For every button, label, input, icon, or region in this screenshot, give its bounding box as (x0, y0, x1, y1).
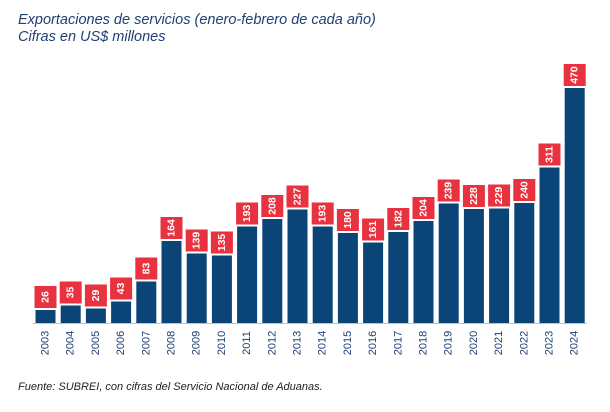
x-tick-label-2009: 2009 (191, 331, 203, 355)
data-label-box-2007 (135, 257, 158, 280)
data-label-box-2011 (236, 202, 259, 225)
data-label-2022: 240 (518, 181, 530, 199)
data-label-2024: 470 (569, 66, 581, 84)
x-tick-label-2015: 2015 (342, 331, 354, 355)
data-label-2020: 228 (468, 187, 480, 205)
data-label-box-2010 (210, 231, 233, 254)
bar-2022 (514, 203, 535, 323)
bar-2016 (363, 242, 384, 323)
data-label-box-2015 (336, 209, 359, 231)
data-label-box-2008 (160, 217, 183, 239)
source-note: Fuente: SUBREI, con cifras del Servicio … (18, 381, 323, 393)
bar-2017 (388, 232, 409, 323)
bar-2005 (85, 308, 106, 323)
data-label-box-2021 (488, 184, 511, 207)
data-label-2008: 164 (166, 219, 178, 237)
bar-2023 (539, 167, 560, 323)
x-tick-label-2014: 2014 (317, 331, 329, 355)
data-label-2019: 239 (443, 182, 455, 200)
data-label-2017: 182 (392, 210, 404, 228)
data-label-2007: 83 (140, 263, 152, 275)
chart-subtitle: Cifras en US$ millones (18, 29, 166, 45)
x-tick-label-2006: 2006 (115, 331, 127, 355)
bar-2003 (35, 310, 56, 323)
data-label-box-2018 (412, 197, 435, 219)
data-label-2018: 204 (418, 199, 430, 217)
x-tick-label-2022: 2022 (518, 331, 530, 355)
data-label-2005: 29 (90, 290, 102, 302)
x-tick-label-2023: 2023 (544, 331, 556, 355)
bar-2009 (186, 253, 207, 323)
data-label-box-2019 (437, 179, 460, 202)
bar-2008 (161, 241, 182, 323)
bar-2015 (337, 233, 358, 323)
data-label-2015: 180 (342, 211, 354, 229)
bar-2013 (287, 209, 308, 323)
bar-2007 (136, 281, 157, 323)
data-label-2012: 208 (266, 197, 278, 215)
data-label-box-2003 (34, 286, 57, 308)
data-label-2014: 193 (317, 205, 329, 223)
data-label-box-2020 (462, 185, 485, 207)
bar-2012 (262, 219, 283, 323)
x-tick-label-2018: 2018 (418, 331, 430, 355)
data-label-box-2022 (513, 179, 536, 201)
data-label-box-2016 (362, 218, 385, 241)
bar-2020 (463, 209, 484, 323)
data-label-box-2005 (84, 284, 107, 307)
x-tick-label-2003: 2003 (40, 331, 52, 355)
data-label-box-2013 (286, 185, 309, 208)
x-tick-label-2021: 2021 (493, 331, 505, 355)
x-tick-label-2008: 2008 (166, 331, 178, 355)
x-tick-label-2013: 2013 (292, 331, 304, 355)
x-tick-label-2019: 2019 (443, 331, 455, 355)
bar-2024 (564, 88, 585, 323)
bar-2019 (438, 203, 459, 323)
bar-2021 (489, 208, 510, 323)
x-tick-label-2017: 2017 (392, 331, 404, 355)
data-label-box-2006 (110, 277, 133, 300)
x-tick-label-2012: 2012 (266, 331, 278, 355)
chart-title: Exportaciones de servicios (enero-febrer… (18, 12, 376, 28)
data-label-box-2012 (261, 195, 284, 217)
data-label-box-2017 (387, 208, 410, 230)
data-label-2011: 193 (241, 205, 253, 223)
data-label-2016: 161 (367, 221, 379, 239)
data-label-2023: 311 (544, 146, 556, 163)
data-label-box-2024 (563, 64, 586, 86)
x-tick-label-2020: 2020 (468, 331, 480, 355)
bar-2018 (413, 221, 434, 323)
x-tick-label-2016: 2016 (367, 331, 379, 355)
data-label-box-2009 (185, 229, 208, 252)
data-label-2009: 139 (191, 232, 203, 250)
data-label-2006: 43 (115, 283, 127, 295)
data-label-2021: 229 (493, 187, 505, 205)
x-tick-label-2024: 2024 (569, 331, 581, 355)
x-tick-label-2010: 2010 (216, 331, 228, 355)
data-label-2013: 227 (292, 188, 304, 206)
data-label-box-2004 (59, 281, 82, 304)
bar-2014 (312, 226, 333, 323)
data-label-box-2023 (538, 143, 561, 166)
x-tick-label-2004: 2004 (65, 331, 77, 355)
data-label-2004: 35 (65, 287, 77, 299)
bar-2006 (111, 301, 132, 323)
data-label-box-2014 (311, 202, 334, 225)
bar-2011 (237, 226, 258, 323)
bar-2010 (211, 255, 232, 323)
x-tick-label-2007: 2007 (140, 331, 152, 355)
data-label-2010: 135 (216, 234, 228, 252)
x-tick-label-2011: 2011 (241, 331, 253, 355)
x-tick-label-2005: 2005 (90, 331, 102, 355)
bar-2004 (60, 305, 81, 323)
data-label-2003: 26 (40, 291, 52, 303)
